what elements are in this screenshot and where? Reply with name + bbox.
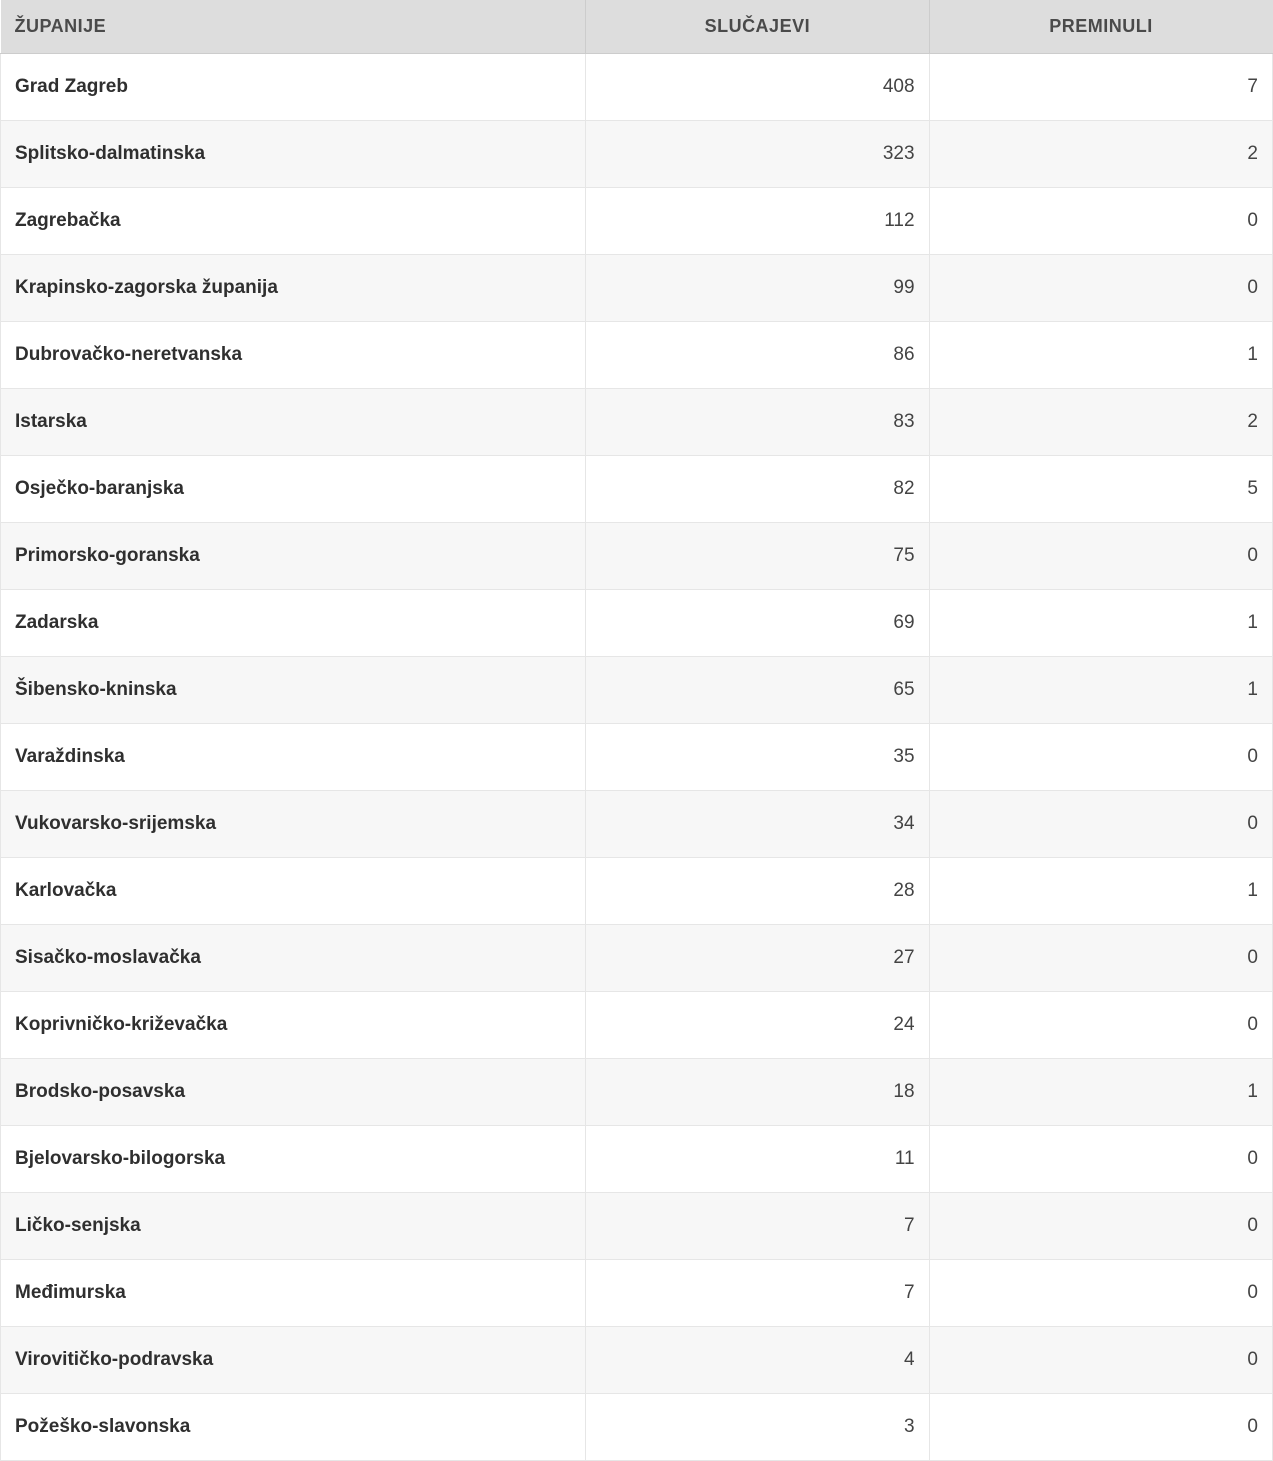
- table-row: Karlovačka281: [1, 858, 1273, 925]
- header-deaths[interactable]: Preminuli: [929, 0, 1272, 54]
- table-row: Sisačko-moslavačka270: [1, 925, 1273, 992]
- cell-cases: 99: [586, 255, 929, 322]
- cell-county: Zadarska: [1, 590, 586, 657]
- table-row: Grad Zagreb4087: [1, 54, 1273, 121]
- cell-county: Krapinsko-zagorska županija: [1, 255, 586, 322]
- cell-cases: 65: [586, 657, 929, 724]
- cell-deaths: 7: [929, 54, 1272, 121]
- cell-deaths: 1: [929, 657, 1272, 724]
- table-row: Brodsko-posavska181: [1, 1059, 1273, 1126]
- cell-county: Međimurska: [1, 1260, 586, 1327]
- cell-deaths: 0: [929, 791, 1272, 858]
- cell-deaths: 0: [929, 925, 1272, 992]
- cell-cases: 4: [586, 1327, 929, 1394]
- cell-cases: 112: [586, 188, 929, 255]
- cell-cases: 27: [586, 925, 929, 992]
- table-row: Istarska832: [1, 389, 1273, 456]
- table-row: Osječko-baranjska825: [1, 456, 1273, 523]
- table-row: Krapinsko-zagorska županija990: [1, 255, 1273, 322]
- cell-county: Varaždinska: [1, 724, 586, 791]
- cell-deaths: 0: [929, 188, 1272, 255]
- cell-cases: 28: [586, 858, 929, 925]
- cell-county: Koprivničko-križevačka: [1, 992, 586, 1059]
- cell-county: Sisačko-moslavačka: [1, 925, 586, 992]
- cell-cases: 35: [586, 724, 929, 791]
- table-row: Požeško-slavonska30: [1, 1394, 1273, 1461]
- cell-county: Virovitičko-podravska: [1, 1327, 586, 1394]
- cell-deaths: 0: [929, 724, 1272, 791]
- cell-cases: 7: [586, 1193, 929, 1260]
- cell-cases: 7: [586, 1260, 929, 1327]
- cell-deaths: 2: [929, 389, 1272, 456]
- cell-county: Splitsko-dalmatinska: [1, 121, 586, 188]
- table-row: Primorsko-goranska750: [1, 523, 1273, 590]
- counties-table-container: Županije Slučajevi Preminuli Grad Zagreb…: [0, 0, 1273, 1461]
- cell-deaths: 5: [929, 456, 1272, 523]
- cell-deaths: 0: [929, 1260, 1272, 1327]
- counties-table: Županije Slučajevi Preminuli Grad Zagreb…: [0, 0, 1273, 1461]
- cell-deaths: 0: [929, 523, 1272, 590]
- table-row: Virovitičko-podravska40: [1, 1327, 1273, 1394]
- header-county[interactable]: Županije: [1, 0, 586, 54]
- cell-deaths: 0: [929, 255, 1272, 322]
- cell-deaths: 0: [929, 992, 1272, 1059]
- cell-county: Osječko-baranjska: [1, 456, 586, 523]
- table-body: Grad Zagreb4087Splitsko-dalmatinska3232Z…: [1, 54, 1273, 1461]
- cell-cases: 3: [586, 1394, 929, 1461]
- cell-cases: 11: [586, 1126, 929, 1193]
- cell-county: Zagrebačka: [1, 188, 586, 255]
- cell-cases: 83: [586, 389, 929, 456]
- cell-county: Istarska: [1, 389, 586, 456]
- table-row: Zagrebačka1120: [1, 188, 1273, 255]
- cell-county: Bjelovarsko-bilogorska: [1, 1126, 586, 1193]
- cell-cases: 408: [586, 54, 929, 121]
- cell-cases: 18: [586, 1059, 929, 1126]
- cell-deaths: 0: [929, 1193, 1272, 1260]
- table-row: Dubrovačko-neretvanska861: [1, 322, 1273, 389]
- cell-cases: 24: [586, 992, 929, 1059]
- table-row: Bjelovarsko-bilogorska110: [1, 1126, 1273, 1193]
- table-row: Međimurska70: [1, 1260, 1273, 1327]
- header-cases[interactable]: Slučajevi: [586, 0, 929, 54]
- table-row: Šibensko-kninska651: [1, 657, 1273, 724]
- cell-cases: 323: [586, 121, 929, 188]
- cell-county: Požeško-slavonska: [1, 1394, 586, 1461]
- cell-deaths: 1: [929, 1059, 1272, 1126]
- cell-county: Šibensko-kninska: [1, 657, 586, 724]
- table-row: Zadarska691: [1, 590, 1273, 657]
- cell-cases: 75: [586, 523, 929, 590]
- header-row: Županije Slučajevi Preminuli: [1, 0, 1273, 54]
- cell-county: Vukovarsko-srijemska: [1, 791, 586, 858]
- table-row: Varaždinska350: [1, 724, 1273, 791]
- table-header: Županije Slučajevi Preminuli: [1, 0, 1273, 54]
- cell-county: Ličko-senjska: [1, 1193, 586, 1260]
- cell-deaths: 1: [929, 858, 1272, 925]
- table-row: Ličko-senjska70: [1, 1193, 1273, 1260]
- cell-deaths: 1: [929, 322, 1272, 389]
- cell-county: Grad Zagreb: [1, 54, 586, 121]
- cell-deaths: 0: [929, 1126, 1272, 1193]
- table-row: Splitsko-dalmatinska3232: [1, 121, 1273, 188]
- cell-county: Brodsko-posavska: [1, 1059, 586, 1126]
- cell-deaths: 1: [929, 590, 1272, 657]
- table-row: Koprivničko-križevačka240: [1, 992, 1273, 1059]
- cell-deaths: 0: [929, 1394, 1272, 1461]
- table-row: Vukovarsko-srijemska340: [1, 791, 1273, 858]
- cell-deaths: 0: [929, 1327, 1272, 1394]
- cell-cases: 69: [586, 590, 929, 657]
- cell-cases: 34: [586, 791, 929, 858]
- cell-deaths: 2: [929, 121, 1272, 188]
- cell-county: Primorsko-goranska: [1, 523, 586, 590]
- cell-cases: 82: [586, 456, 929, 523]
- cell-county: Karlovačka: [1, 858, 586, 925]
- cell-county: Dubrovačko-neretvanska: [1, 322, 586, 389]
- cell-cases: 86: [586, 322, 929, 389]
